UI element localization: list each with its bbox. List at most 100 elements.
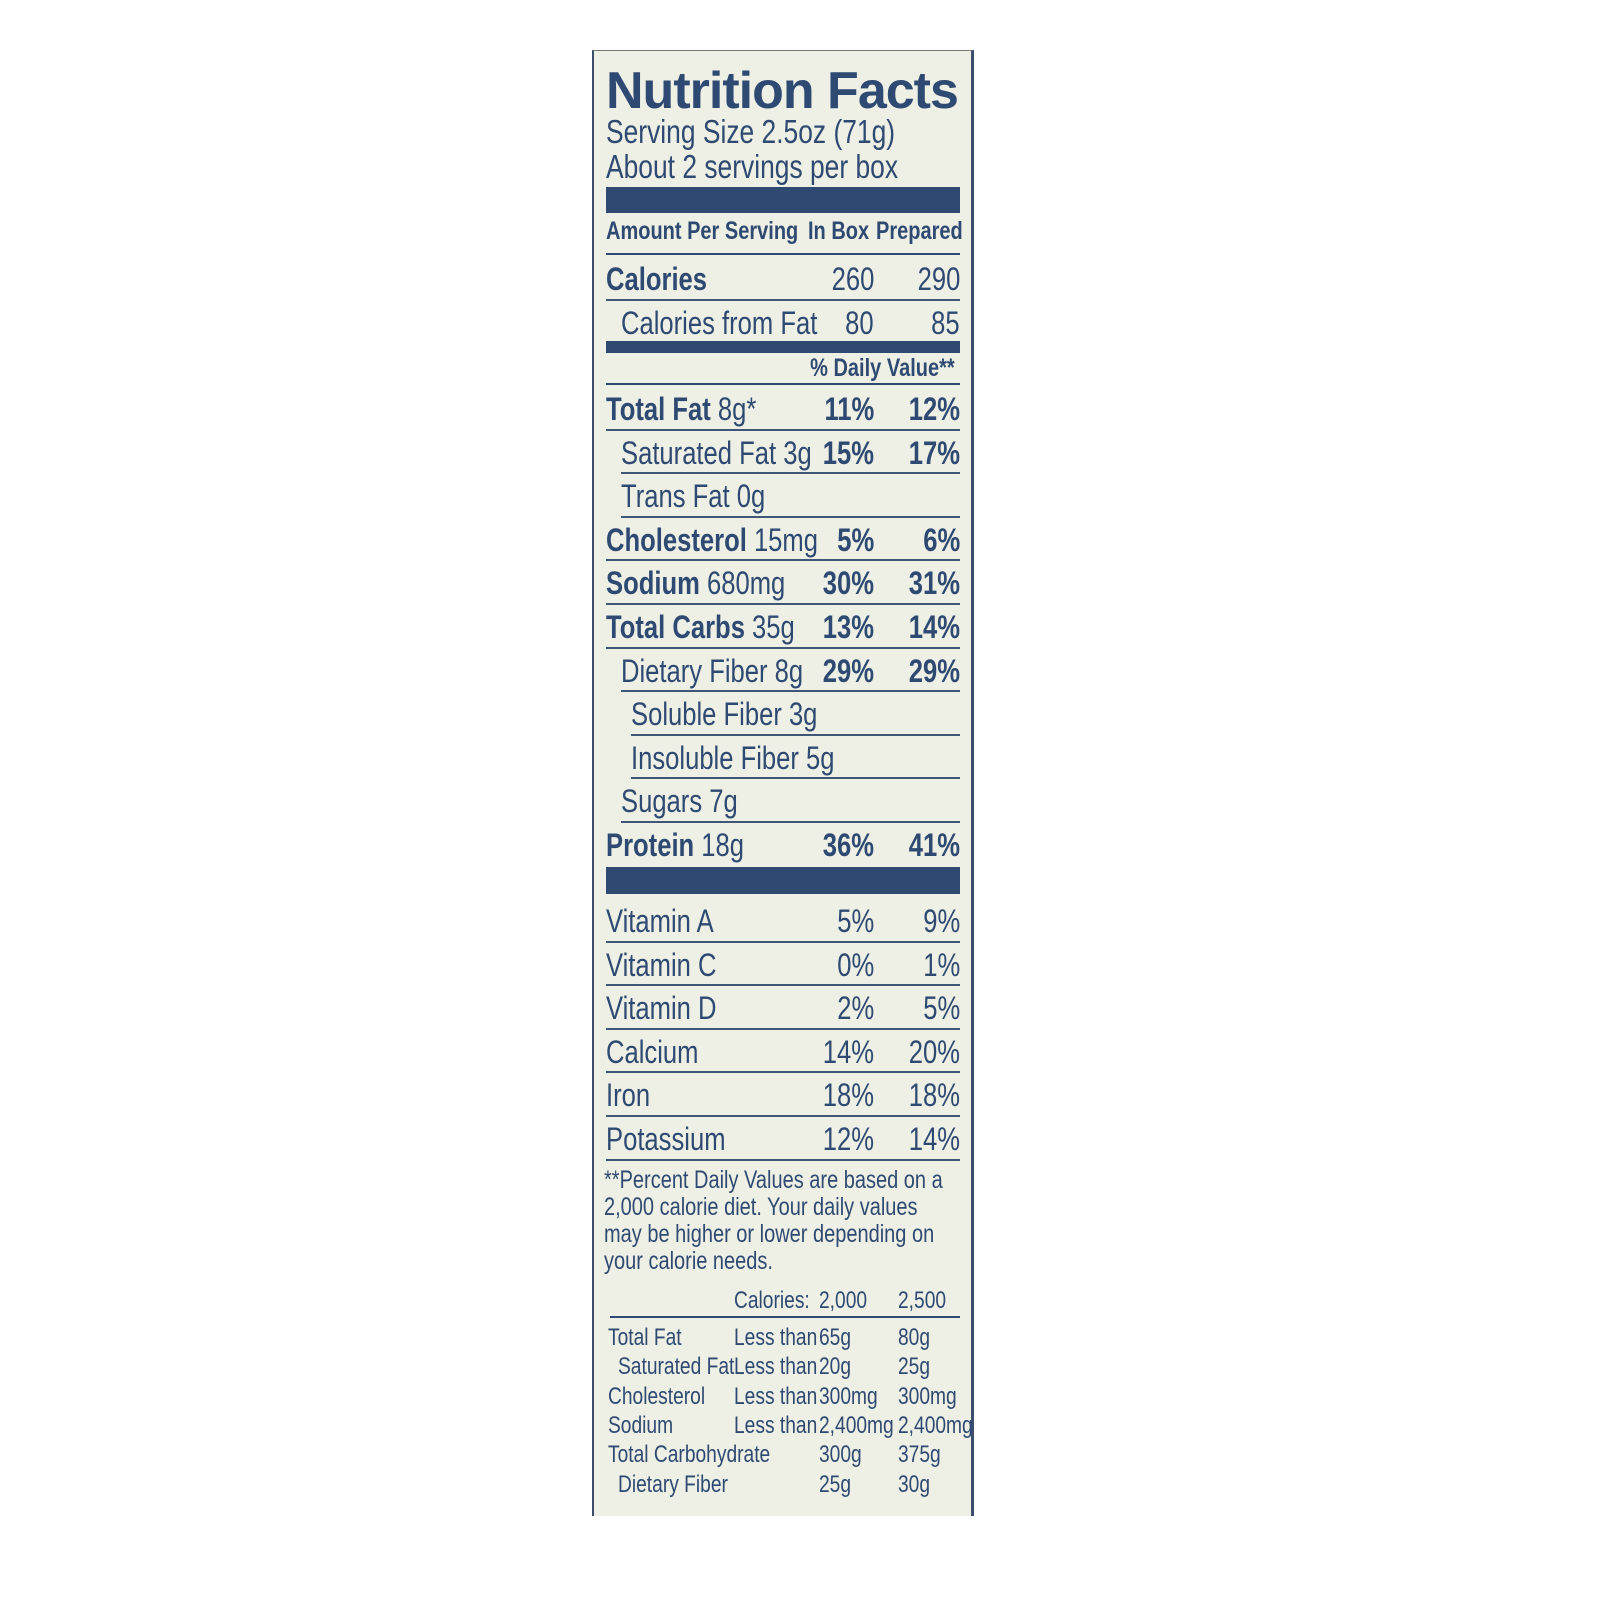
nutrient-row: Insoluble Fiber 5g	[631, 736, 960, 780]
nutrient-label: Total Fat 8g*	[606, 391, 794, 428]
dv-cell: 65g	[819, 1324, 852, 1351]
dv-cell: 2,400mg	[898, 1411, 973, 1439]
nutrient-name: Trans Fat	[621, 478, 730, 515]
dv-cell: 20g	[819, 1353, 852, 1381]
thick-divider	[606, 867, 960, 894]
nutrient-amount: 35g	[752, 609, 795, 645]
nutrient-row: Sodium 680mg 30% 31%	[606, 561, 960, 605]
nutrient-name: Protein	[606, 827, 695, 863]
dv-header-cell: 2,500	[898, 1287, 947, 1314]
nutrient-name: Insoluble Fiber	[631, 739, 799, 776]
nutrient-v1-percent: 29%	[822, 652, 874, 689]
nutrient-amount: 8g*	[717, 391, 757, 427]
nutrient-row: Dietary Fiber 8g 29% 29%	[621, 649, 960, 693]
divider	[606, 383, 960, 385]
dv-cell: 2,400mg	[819, 1411, 894, 1439]
dv-cell: 300mg	[898, 1382, 957, 1410]
nutrient-v1-percent: 30%	[822, 565, 874, 602]
dv-cell: Total Fat	[608, 1324, 682, 1351]
vitamin-v2-percent: 1%	[923, 946, 960, 983]
dv-cell: 375g	[898, 1441, 941, 1469]
vitamin-v1-percent: 5%	[837, 903, 874, 939]
vitamin-v1-percent: 0%	[837, 946, 874, 983]
medium-divider	[606, 341, 960, 353]
dv-cell: Less than	[734, 1353, 818, 1381]
vitamin-row: Calcium 14% 20%	[606, 1030, 960, 1074]
vitamin-v2-percent: 5%	[923, 990, 960, 1027]
vitamin-name: Calcium	[606, 1033, 699, 1070]
nutrient-name: Dietary Fiber	[621, 652, 768, 689]
vitamin-v2-percent: 20%	[908, 1033, 960, 1070]
vitamin-name: Vitamin C	[606, 946, 717, 983]
vitamin-v2-percent: 14%	[908, 1121, 960, 1157]
nutrient-amount: 7g	[709, 783, 738, 820]
nutrient-amount: 680mg	[706, 565, 786, 602]
title: Nutrition Facts	[606, 62, 959, 120]
nutrient-label: Soluble Fiber 3g	[631, 696, 864, 733]
vitamin-name: Vitamin A	[606, 903, 714, 939]
vitamin-name: Vitamin D	[606, 990, 717, 1027]
nutrient-v2-percent: 31%	[908, 565, 960, 602]
col-in-box: In Box	[808, 217, 870, 245]
dv-cell: Sodium	[608, 1411, 674, 1439]
vitamin-v2-percent: 9%	[923, 903, 960, 939]
vitamin-name: Iron	[606, 1077, 651, 1114]
nutrient-amount: 3g	[783, 434, 812, 471]
nutrient-row: Protein 18g 36% 41%	[606, 823, 960, 867]
nutrient-row: Total Fat 8g* 11% 12%	[606, 387, 960, 431]
dv-cell: Saturated Fat	[618, 1353, 735, 1381]
nutrient-name: Saturated Fat	[621, 434, 777, 471]
nutrient-label: Saturated Fat 3g	[621, 435, 859, 472]
divider	[610, 1316, 960, 1318]
calories-fat-row: Calories from Fat 80 85	[621, 301, 960, 345]
nutrient-v2-percent: 41%	[908, 827, 960, 863]
dv-cell: Less than	[734, 1324, 818, 1351]
dv-cell: Total Carbohydrate	[608, 1441, 771, 1469]
vitamin-row: Vitamin C 0% 1%	[606, 943, 960, 987]
nutrient-amount: 8g	[774, 652, 804, 689]
nutrient-label: Trans Fat 0g	[621, 478, 801, 515]
vitamin-v1-percent: 12%	[822, 1121, 874, 1157]
divider	[606, 253, 960, 255]
nutrient-v1-percent: 36%	[822, 827, 874, 863]
nutrient-v1-percent: 15%	[822, 434, 874, 471]
calories-fat-label: Calories from Fat	[621, 305, 818, 341]
col-prepared: Prepared	[876, 217, 963, 245]
nutrient-label: Insoluble Fiber 5g	[631, 740, 885, 777]
dv-cell: 25g	[819, 1470, 852, 1498]
dv-cell: 30g	[898, 1470, 931, 1498]
dv-cell: 300g	[819, 1441, 862, 1469]
vitamin-v1-percent: 2%	[837, 990, 874, 1027]
nutrient-v1-percent: 5%	[837, 521, 874, 558]
vitamin-v2-percent: 18%	[908, 1077, 960, 1114]
vitamin-v1-percent: 18%	[822, 1077, 874, 1114]
nutrient-amount: 3g	[788, 696, 818, 733]
calories-label: Calories	[606, 261, 708, 297]
nutrient-name: Total Carbs	[606, 609, 745, 645]
calories-in-box: 260	[831, 261, 874, 297]
vitamin-row: Vitamin A 5% 9%	[606, 899, 960, 943]
nutrient-v2-percent: 29%	[908, 652, 960, 689]
dv-cell: Dietary Fiber	[618, 1470, 728, 1498]
nutrient-v2-percent: 12%	[908, 391, 960, 427]
nutrient-name: Sodium	[606, 565, 700, 602]
nutrient-v2-percent: 14%	[908, 609, 960, 645]
vitamin-v1-percent: 14%	[822, 1033, 874, 1070]
nutrient-row: Sugars 7g	[621, 779, 960, 823]
dv-cell: 25g	[898, 1353, 931, 1381]
dv-cell: Less than	[734, 1411, 818, 1439]
dv-cell: Cholesterol	[608, 1382, 706, 1410]
serving-size: Serving Size 2.5oz (71g)	[606, 113, 896, 150]
calories-fat-in-box: 80	[845, 305, 874, 341]
nutrient-amount: 18g	[701, 827, 745, 863]
nutrient-row: Total Carbs 35g 13% 14%	[606, 605, 960, 649]
servings-per-box: About 2 servings per box	[606, 148, 899, 185]
nutrient-v2-percent: 17%	[908, 434, 960, 471]
vitamin-row: Iron 18% 18%	[606, 1073, 960, 1117]
nutrient-name: Total Fat	[606, 391, 711, 427]
nutrient-label: Cholesterol 15mg	[606, 522, 871, 559]
amount-per-serving: Amount Per Serving	[606, 217, 799, 245]
calories-fat-prepared: 85	[931, 305, 960, 341]
nutrient-name: Cholesterol	[606, 521, 747, 558]
vitamin-name: Potassium	[606, 1121, 726, 1157]
